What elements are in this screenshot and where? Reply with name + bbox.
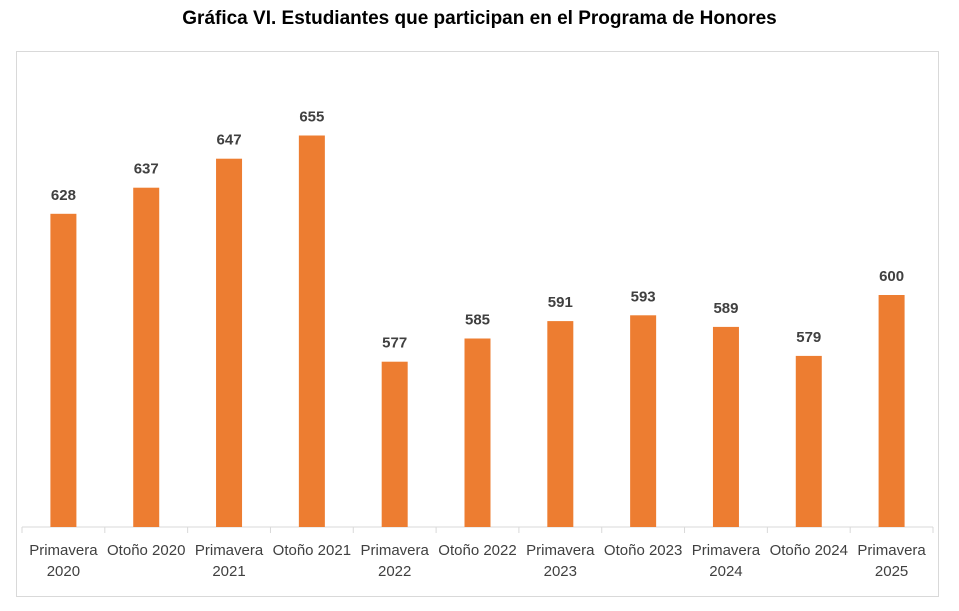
data-label: 628 [51,187,76,204]
x-tick-label: Otoño 2021 [273,542,351,559]
bar [630,315,657,527]
x-tick-label: 2021 [212,563,245,580]
bar [464,338,491,527]
x-tick-label: 2024 [709,563,742,580]
x-tick-label: Otoño 2023 [604,542,682,559]
bar [712,326,739,527]
data-label: 637 [134,161,159,178]
data-label: 585 [465,312,490,329]
x-tick-label: Otoño 2020 [107,542,185,559]
bar [547,321,574,527]
x-tick-label: 2025 [875,563,908,580]
bar [795,355,822,527]
x-tick-label: Primavera [29,542,98,559]
data-label: 655 [299,109,324,126]
data-label: 577 [382,335,407,352]
x-tick-label: 2023 [544,563,577,580]
x-tick-label: Primavera [857,542,926,559]
bar [381,361,408,527]
x-tick-label: 2022 [378,563,411,580]
x-tick-label: Primavera [692,542,761,559]
bar [878,295,905,527]
x-tick-label: 2020 [47,563,80,580]
x-tick-label: Primavera [526,542,595,559]
bar [216,158,243,527]
data-label: 591 [548,294,573,311]
x-tick-label: Primavera [195,542,264,559]
chart-title: Gráfica VI. Estudiantes que participan e… [182,8,777,29]
bar [50,213,77,528]
x-tick-label: Otoño 2024 [770,542,848,559]
x-tick-label: Primavera [361,542,430,559]
data-label: 600 [879,268,904,285]
x-tick-label: Otoño 2022 [438,542,516,559]
data-label: 647 [217,132,242,149]
data-label: 593 [631,288,656,305]
bar [298,135,325,527]
chart-frame [16,51,939,597]
data-label: 579 [796,329,821,346]
bar [133,187,160,527]
data-label: 589 [713,300,738,317]
